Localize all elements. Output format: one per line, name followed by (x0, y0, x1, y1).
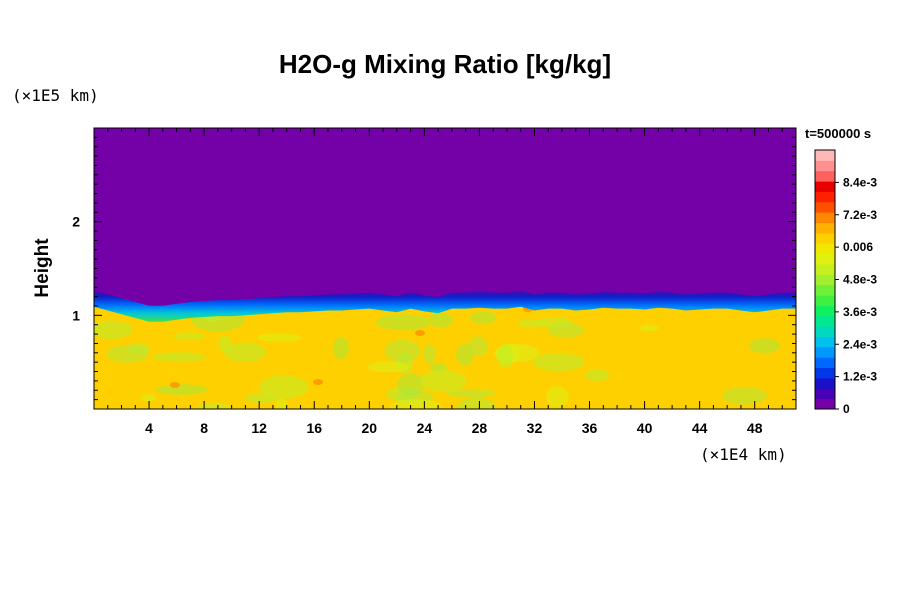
moisture-patch (748, 338, 781, 354)
y-unit-label: (×1E5 km) (12, 86, 99, 105)
moisture-patch (468, 336, 488, 357)
moisture-patch (127, 342, 151, 355)
colorbar-segment (815, 274, 835, 286)
moisture-patch (173, 332, 206, 341)
colorbar-segment (815, 263, 835, 275)
time-label: t=500000 s (805, 126, 871, 141)
colorbar-segment (815, 150, 835, 161)
moisture-patch (497, 344, 514, 369)
moisture-patch (156, 384, 208, 395)
colorbar-segment (815, 243, 835, 255)
moisture-patch (446, 388, 496, 398)
moisture-patch (532, 353, 585, 372)
colorbar-segment (815, 388, 835, 400)
colorbar-segment (815, 222, 835, 234)
moisture-patch (94, 320, 133, 340)
colorbar-segment (815, 357, 835, 369)
colorbar-tick-label: 2.4e-3 (843, 337, 877, 351)
moisture-patch (517, 319, 547, 328)
moisture-patch (375, 314, 431, 331)
moisture-peak (415, 330, 425, 336)
x-tick-label: 48 (747, 420, 763, 436)
moisture-patch (456, 343, 474, 366)
y-tick-label: 1 (72, 307, 80, 323)
moisture-patch (223, 342, 267, 362)
colorbar-segment (815, 315, 835, 327)
colorbar-tick-label: 7.2e-3 (843, 208, 877, 222)
chart-title: H2O-g Mixing Ratio [kg/kg] (279, 49, 611, 79)
colorbar-segment (815, 201, 835, 213)
colorbar-tick-label: 0 (843, 402, 850, 416)
moisture-patch (218, 335, 232, 353)
moisture-patch (397, 373, 425, 396)
moisture-patch (722, 387, 767, 405)
moisture-patch (197, 402, 230, 409)
moisture-patch (275, 398, 288, 409)
colorbar-segment (815, 191, 835, 203)
x-axis-ticks: 4 8 12 16 20 24 28 32 36 40 44 48 (107, 128, 783, 436)
colorbar-tick-label: 0.006 (843, 240, 873, 254)
moisture-patch (384, 339, 421, 362)
x-tick-label: 44 (692, 420, 708, 436)
colorbar-segment (815, 377, 835, 389)
moisture-peak (313, 379, 323, 385)
moisture-patch (333, 336, 349, 360)
moisture-patch (585, 369, 610, 382)
upper-region (94, 128, 796, 306)
moisture-patch (547, 322, 584, 338)
moisture-patch (428, 312, 453, 328)
moisture-patch (390, 399, 442, 409)
moisture-patch (140, 394, 156, 402)
colorbar-tick-label: 4.8e-3 (843, 273, 877, 287)
y-axis-label: Height (32, 238, 53, 298)
moisture-peak (170, 382, 180, 388)
colorbar-segment (815, 336, 835, 348)
y-axis-ticks: 12 (72, 136, 796, 401)
colorbar: 0 1.2e-3 2.4e-3 3.6e-3 4.8e-3 0.006 7.2e-3 8.4e… (814, 149, 877, 416)
colorbar-tick-label: 1.2e-3 (843, 370, 877, 384)
moisture-patch (367, 361, 410, 373)
colorbar-segment (815, 160, 835, 172)
moisture-patch (420, 370, 467, 393)
x-tick-label: 28 (472, 420, 488, 436)
moisture-patch (258, 375, 309, 399)
x-tick-label: 24 (417, 420, 433, 436)
moisture-patch (423, 344, 436, 365)
colorbar-tick-label: 3.6e-3 (843, 305, 877, 319)
moisture-patch (151, 352, 206, 362)
colorbar-segment (815, 284, 835, 296)
moisture-patches (94, 306, 781, 409)
moisture-patch (456, 397, 497, 409)
colorbar-segment (815, 232, 835, 244)
colorbar-segment (815, 181, 835, 192)
moisture-patch (639, 325, 659, 332)
colorbar-segment (815, 170, 835, 182)
y-tick-label: 2 (72, 214, 80, 230)
moisture-patch (546, 386, 569, 408)
colorbar-segment (815, 367, 835, 379)
colorbar-segment (815, 212, 835, 224)
x-unit-label: (×1E4 km) (700, 445, 787, 464)
colorbar-tick-label: 8.4e-3 (843, 175, 877, 189)
colorbar-segment (815, 253, 835, 265)
x-tick-label: 32 (527, 420, 543, 436)
x-tick-label: 12 (251, 420, 267, 436)
x-tick-label: 20 (362, 420, 378, 436)
x-tick-label: 36 (582, 420, 598, 436)
x-tick-label: 8 (200, 420, 208, 436)
x-tick-label: 16 (306, 420, 322, 436)
colorbar-segment (815, 305, 835, 317)
moisture-patch (470, 311, 497, 324)
moisture-patch (257, 333, 302, 342)
plot-area (94, 128, 796, 409)
colorbar-segment (815, 398, 835, 410)
colorbar-segment (815, 326, 835, 337)
x-tick-label: 4 (145, 420, 153, 436)
x-tick-label: 40 (637, 420, 653, 436)
colorbar-segment (815, 346, 835, 358)
moisture-patch (204, 315, 221, 322)
colorbar-segment (815, 295, 835, 306)
